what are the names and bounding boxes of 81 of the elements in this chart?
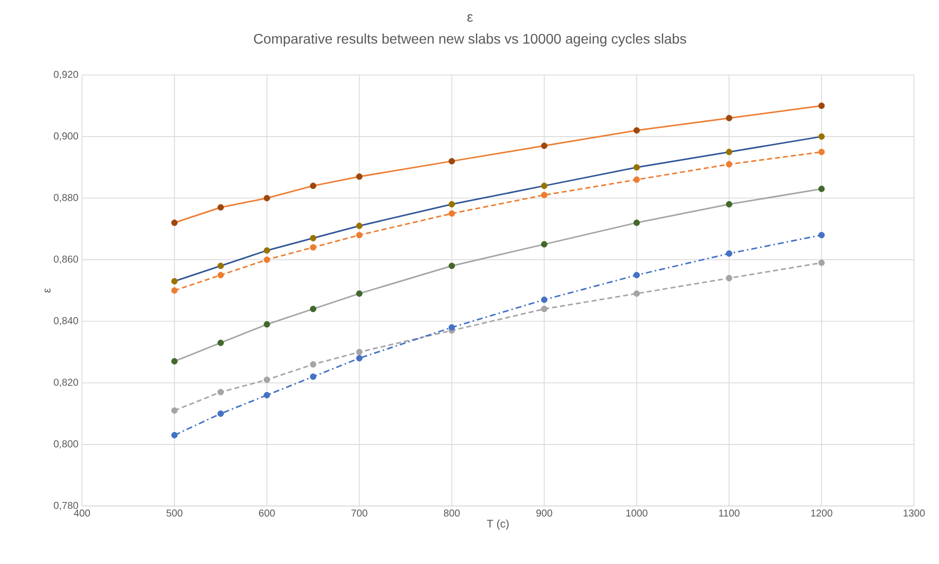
point [171, 287, 178, 294]
point [264, 321, 270, 328]
point [818, 102, 825, 109]
x-axis-title: T (c) [486, 519, 509, 530]
point [541, 192, 548, 198]
point [448, 324, 455, 331]
point [171, 407, 178, 414]
y-tick-label: 0,840 [54, 317, 78, 326]
point [310, 361, 316, 368]
point [310, 182, 316, 190]
point [633, 176, 640, 183]
point [726, 250, 732, 257]
y-tick-label: 0,780 [54, 502, 78, 510]
point [217, 410, 224, 417]
chart-title: ε [467, 14, 473, 22]
point [217, 340, 224, 346]
y-tick-label: 0,900 [54, 132, 78, 141]
x-tick-label: 800 [444, 510, 460, 517]
point [264, 392, 270, 398]
point [217, 262, 224, 270]
point [633, 164, 640, 171]
point [356, 290, 363, 297]
point [818, 260, 825, 266]
point [541, 241, 548, 248]
point [448, 158, 455, 164]
point [818, 232, 825, 238]
point [818, 133, 825, 140]
y-axis-title: ε [44, 288, 51, 293]
point [726, 161, 732, 168]
point [264, 376, 270, 383]
point [633, 220, 640, 226]
point [448, 262, 455, 270]
point [633, 290, 640, 297]
point [171, 432, 178, 438]
point [356, 355, 363, 362]
x-tick-label: 400 [74, 510, 90, 517]
x-tick-label: 900 [536, 510, 552, 517]
point [541, 142, 548, 149]
point [726, 114, 732, 122]
point [818, 186, 825, 192]
point [726, 201, 732, 208]
point [356, 222, 363, 230]
point [264, 194, 270, 202]
point [541, 182, 548, 190]
point [448, 210, 455, 217]
point [726, 274, 732, 282]
point [356, 348, 363, 356]
point [171, 220, 178, 226]
y-tick-label: 0,820 [54, 378, 78, 387]
point [310, 244, 316, 251]
point [726, 148, 732, 156]
point [818, 148, 825, 156]
point [264, 256, 270, 263]
point [310, 234, 316, 242]
point [541, 296, 548, 303]
y-tick-label: 0,860 [54, 256, 78, 264]
point [217, 272, 224, 278]
x-tick-label: 600 [259, 510, 275, 517]
point [310, 373, 316, 380]
point [448, 201, 455, 208]
point [171, 358, 178, 364]
x-tick-label: 500 [166, 510, 182, 517]
point [541, 306, 548, 312]
point [217, 388, 224, 396]
y-tick-label: 0,880 [54, 194, 78, 202]
x-tick-label: 1000 [626, 510, 648, 517]
point [217, 204, 224, 211]
point [171, 278, 178, 284]
point [633, 127, 640, 134]
point [356, 232, 363, 238]
y-tick-label: 0,800 [54, 440, 78, 449]
x-tick-label: 1200 [811, 510, 832, 517]
point [633, 272, 640, 278]
x-tick-label: 1100 [719, 510, 740, 517]
y-tick-label: 0,920 [54, 70, 78, 80]
x-tick-label: 1300 [904, 510, 925, 517]
point [310, 306, 316, 312]
x-tick-label: 700 [352, 510, 368, 517]
point [264, 247, 270, 254]
point [356, 173, 363, 180]
chart-subtitle: Comparative results between new slabs vs 10000 ageing cycles slabs [254, 33, 686, 47]
